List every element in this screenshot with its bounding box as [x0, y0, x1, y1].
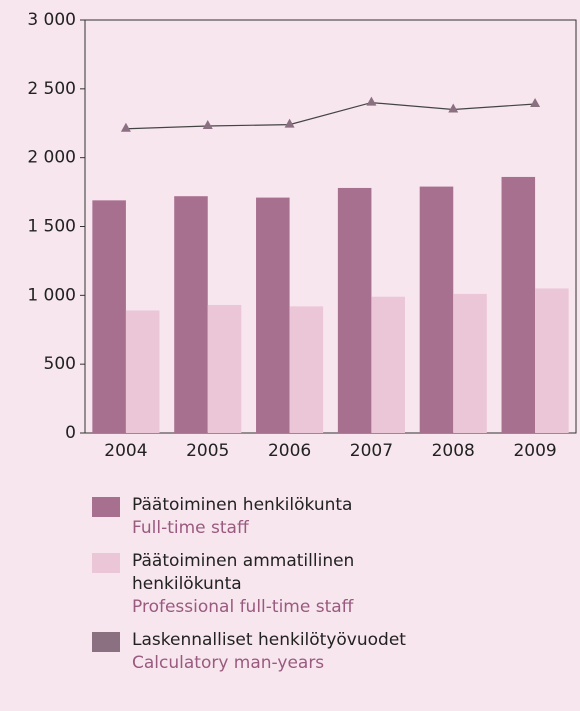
legend-label: Laskennalliset henkilötyövuodet: [132, 630, 406, 650]
legend-label: Päätoiminen henkilökunta: [132, 495, 353, 515]
line-marker: [120, 122, 131, 132]
x-tick-label: 2004: [104, 441, 147, 461]
chart: 0 500 1 000 1 500 2 000 2 500 3 000 2004 2005 200…: [27, 10, 577, 461]
legend-text: Laskennalliset henkilötyövuodet Calculato…: [132, 629, 422, 675]
bar: [92, 200, 126, 433]
bar: [207, 304, 242, 433]
bar: [256, 197, 290, 433]
bar: [419, 186, 454, 433]
line-marker: [448, 103, 459, 113]
y-tick-label: 2 500: [27, 79, 76, 99]
bar: [371, 296, 405, 433]
x-tick-label: 2006: [268, 441, 311, 461]
legend-swatch: [92, 553, 120, 573]
line-marker: [366, 96, 377, 106]
legend-label-en: Professional full-time staff: [132, 597, 354, 617]
legend-label: Päätoiminen ammatillinen henkilökunta: [132, 551, 355, 594]
y-tick-label: 2 000: [27, 148, 76, 168]
legend-text: Päätoiminen ammatillinen henkilökunta Pro…: [132, 550, 422, 619]
legend-item: Laskennalliset henkilötyövuodet Calculato…: [92, 629, 422, 675]
line: [125, 101, 536, 130]
legend-text: Päätoiminen henkilökunta Full-time staff: [132, 494, 422, 540]
line-marker: [202, 120, 213, 130]
line-marker: [284, 118, 295, 128]
legend-label-en: Calculatory man-years: [132, 653, 325, 673]
x-tick-label: 2007: [350, 441, 393, 461]
bar: [453, 293, 487, 433]
bar: [337, 187, 372, 433]
bar: [535, 288, 569, 433]
bar: [125, 310, 160, 433]
bar: [501, 176, 536, 433]
legend-swatch: [92, 497, 120, 517]
y-tick-label: 1 500: [27, 217, 76, 237]
x-tick-label: 2005: [186, 441, 229, 461]
x-tick-label: 2009: [513, 441, 556, 461]
y-tick-label: 3 000: [27, 10, 76, 30]
line-marker: [530, 97, 541, 107]
bar: [174, 196, 208, 433]
legend-item: Päätoiminen ammatillinen henkilökunta Pro…: [92, 550, 422, 619]
legend: Päätoiminen henkilökunta Full-time staff P…: [92, 494, 422, 685]
y-tick-label: 0: [65, 423, 76, 443]
legend-label-en: Full-time staff: [132, 518, 249, 538]
y-tick-label: 1 000: [27, 285, 76, 305]
y-tick-label: 500: [44, 354, 76, 374]
bar: [289, 306, 324, 433]
x-tick-label: 2008: [432, 441, 475, 461]
legend-swatch: [92, 632, 120, 652]
legend-item: Päätoiminen henkilökunta Full-time staff: [92, 494, 422, 540]
